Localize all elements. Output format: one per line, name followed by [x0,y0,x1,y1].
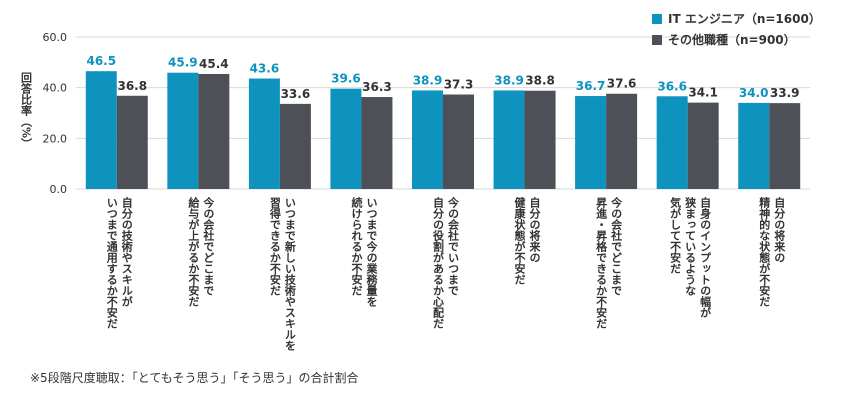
legend-swatch [652,35,662,45]
bar [85,71,117,189]
bar [279,103,311,189]
value-label: 36.8 [117,79,147,93]
x-tick-label: 自分の将来の [773,196,787,263]
legend-swatch [652,14,662,24]
value-label: 36.6 [657,79,687,93]
value-label: 34.0 [739,86,769,100]
bar [524,90,556,189]
x-tick-label: いつまで新しい技術やスキルを [283,197,297,352]
x-tick-label: 狭まっているような [684,196,698,297]
x-tick-label: いつまで今の業務量を [365,197,379,308]
x-tick-label: 自身のインプットの幅が [699,196,712,318]
x-tick-label: 自分の技術やスキルが [120,196,133,307]
value-label: 43.6 [250,62,280,76]
bar [412,90,443,189]
x-tick-label: 習得できるか不安だ [268,197,282,296]
bar [606,93,638,189]
value-label: 38.9 [494,73,524,87]
x-tick-label: 今の会社でいつまで [447,196,461,296]
x-tick-label: いつまで通用するか不安だ [105,197,118,329]
value-label: 33.9 [770,86,800,100]
bar [248,78,280,189]
value-label: 38.9 [413,73,443,87]
x-tick-label: 今の会社でどこまで [610,196,624,296]
value-label: 45.4 [199,57,229,71]
y-tick-label: 40.0 [43,82,68,95]
bar [116,95,148,189]
x-tick-label: 健康状態が不安だ [513,196,526,285]
bar [738,102,770,189]
bar [330,88,362,189]
x-tick-label: 自分の将来の [528,196,542,263]
bar [769,103,801,189]
x-tick-label: 気がして不安だ [669,196,682,274]
value-label: 33.6 [281,87,311,101]
x-tick-label: 自分の役割があるか心配だ [432,196,446,329]
x-tick-label: 今の会社でどこまで [202,196,216,296]
bar [361,97,393,189]
y-tick-label: 60.0 [43,31,68,44]
legend-label: その他職種（n=900） [668,32,796,47]
bar [687,102,719,189]
value-label: 45.9 [168,56,198,70]
y-tick-label: 0.0 [50,183,68,196]
y-axis-label: 回答比率（%） [20,71,34,149]
value-label: 34.1 [688,86,718,100]
value-label: 46.5 [86,54,116,68]
x-tick-label: 精神的な状態が不安だ [758,196,771,307]
value-label: 36.3 [362,80,392,94]
footnote: ※5段階尺度聴取：「とてもそう思う」「そう思う」の合計割合 [30,370,359,385]
value-label: 38.8 [525,74,555,88]
value-label: 36.7 [576,79,606,93]
value-label: 37.3 [444,78,474,92]
value-label: 39.6 [331,72,361,86]
bar [198,73,230,189]
value-label: 37.6 [607,77,637,91]
x-tick-label: 昇進・昇格できるか不安だ [595,197,608,329]
legend-label: IT エンジニア（n=1600） [668,11,821,26]
x-tick-label: 給与が上がるか不安だ [187,196,200,307]
bar [656,96,688,189]
y-tick-label: 20.0 [43,132,68,145]
bar [443,94,474,189]
bar [575,96,607,189]
bar [167,72,199,189]
x-tick-label: 続けられるか不安だ [350,196,363,296]
bar [493,90,525,189]
